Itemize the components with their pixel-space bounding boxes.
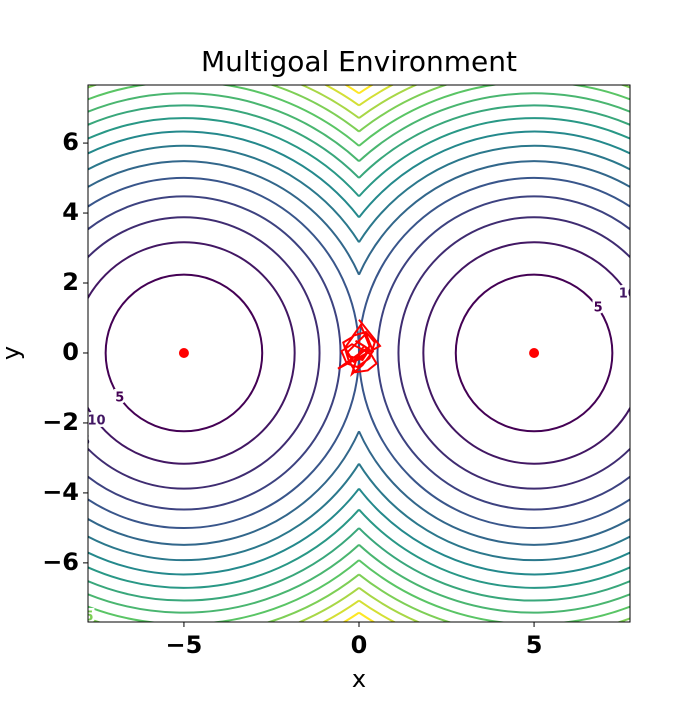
contour-line: [358, 92, 630, 614]
contour-line: [88, 92, 360, 614]
contour-line: [88, 117, 360, 589]
contour-line: [454, 273, 614, 433]
trajectory: [337, 319, 382, 377]
y-tick-label: −6: [42, 548, 79, 576]
contour-line: [88, 176, 361, 530]
contour-line: [88, 160, 360, 546]
chart-title: Multigoal Environment: [201, 45, 517, 78]
contour-line: [358, 117, 630, 589]
contour-label: 10: [619, 287, 637, 302]
contour-line: [88, 216, 321, 490]
y-tick-label: 0: [62, 338, 79, 366]
contour-line: [88, 144, 360, 562]
y-tick-label: −4: [42, 478, 79, 506]
contour-line: [358, 144, 630, 562]
contour-line: [88, 104, 360, 602]
contour-label: 75: [97, 639, 115, 654]
contour-label: 40: [48, 527, 66, 542]
y-tick-label: 2: [62, 268, 79, 296]
contour-label: 35: [48, 509, 66, 524]
contour-line: [422, 240, 630, 466]
contour-label: 70: [86, 624, 104, 639]
contour-line: [358, 130, 630, 576]
contour-label: 20: [665, 276, 683, 291]
contour-label: 25: [686, 276, 700, 291]
x-tick-label: −5: [166, 631, 203, 659]
contour-line: [88, 195, 342, 511]
contour-label: 65: [75, 610, 93, 625]
contour-line: [358, 160, 630, 546]
y-axis-label: y: [0, 346, 25, 360]
x-axis-label: x: [352, 665, 366, 693]
goal-point: [178, 347, 189, 358]
contour-label: 15: [643, 279, 661, 294]
contour-line: [104, 273, 264, 433]
y-tick-label: −2: [42, 408, 79, 436]
contour-label: 5: [594, 301, 603, 316]
y-tick-label: 4: [62, 198, 79, 226]
contour-line: [88, 240, 296, 465]
contour-label: 20: [61, 453, 79, 468]
x-tick-label: 5: [526, 631, 543, 659]
contour-label: 80: [110, 652, 128, 667]
contour-label: 55: [60, 578, 78, 593]
contour-label: 60: [67, 594, 85, 609]
x-tick-label: 0: [351, 631, 368, 659]
goal-point: [529, 347, 540, 358]
contour-line: [397, 216, 630, 490]
contour-line: [376, 194, 630, 511]
contour-line: [358, 104, 630, 602]
contour-label: 10: [87, 413, 105, 428]
y-tick-label: 6: [62, 128, 79, 156]
contour-label: 5: [115, 390, 124, 405]
contour-line: [88, 130, 360, 576]
plot-area: 5510101515202025253030353540404545505055…: [48, 85, 700, 667]
